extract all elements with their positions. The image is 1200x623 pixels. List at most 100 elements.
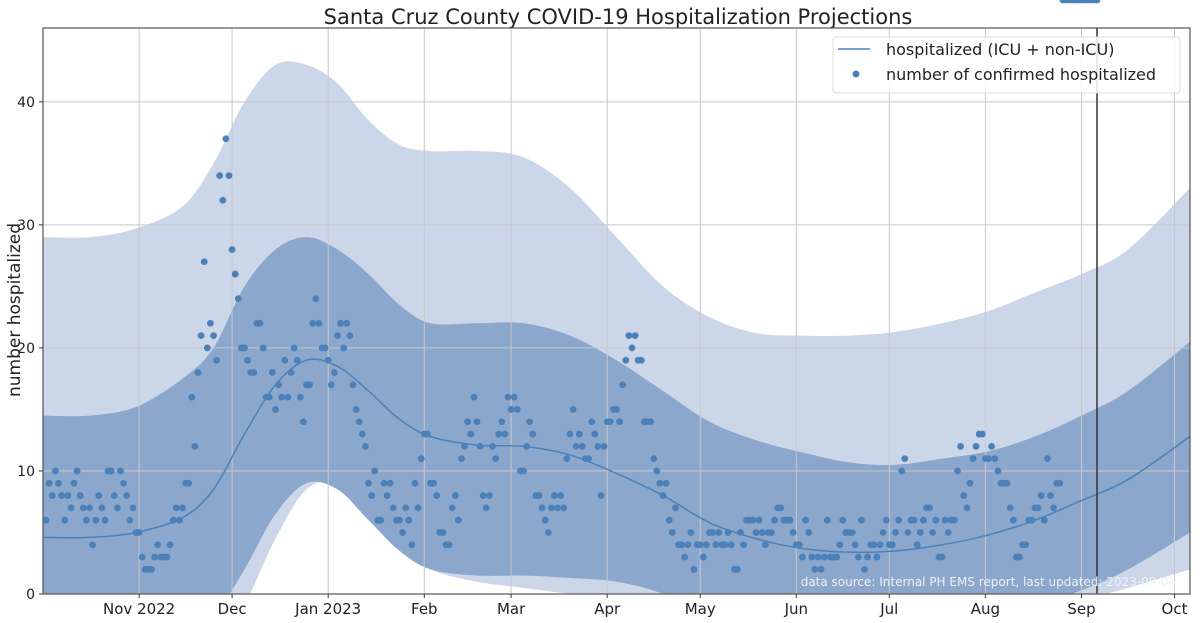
- data-point: [572, 442, 580, 450]
- data-point: [836, 541, 844, 549]
- data-point: [300, 418, 307, 426]
- data-point: [402, 504, 410, 512]
- data-point: [969, 455, 977, 463]
- data-point: [166, 541, 174, 549]
- data-point: [101, 516, 109, 524]
- data-point: [749, 516, 757, 524]
- data-point: [1040, 516, 1048, 524]
- data-point: [699, 553, 707, 561]
- y-tick-label: 40: [17, 95, 35, 111]
- data-point: [575, 430, 583, 438]
- data-point: [73, 467, 81, 475]
- data-point: [889, 541, 896, 549]
- data-point: [138, 553, 146, 561]
- data-point: [734, 565, 741, 573]
- data-point: [876, 541, 884, 549]
- data-point: [352, 406, 360, 413]
- x-tick-label: Dec: [218, 600, 247, 618]
- data-point: [389, 504, 397, 512]
- data-point: [963, 504, 971, 512]
- data-point: [1093, 0, 1101, 4]
- data-point: [898, 467, 906, 475]
- data-point: [538, 504, 546, 512]
- data-point: [724, 529, 732, 536]
- x-tick-label: Oct: [1162, 600, 1188, 618]
- data-point: [554, 504, 561, 512]
- data-point: [417, 455, 425, 463]
- y-axis-label: number hospitalized: [5, 223, 25, 397]
- data-point: [259, 344, 267, 352]
- data-point: [988, 442, 995, 450]
- data-point: [340, 344, 348, 352]
- data-point: [86, 504, 93, 512]
- data-point: [45, 479, 53, 487]
- data-point: [278, 393, 286, 401]
- data-point: [647, 418, 654, 426]
- data-point: [151, 553, 159, 561]
- data-point: [861, 565, 868, 573]
- x-tick-label: Feb: [411, 600, 438, 618]
- x-tick-label: Apr: [594, 600, 621, 618]
- data-point: [42, 516, 50, 524]
- data-point: [817, 565, 825, 573]
- data-point: [551, 492, 558, 499]
- data-point: [916, 529, 924, 536]
- data-point: [1056, 479, 1064, 487]
- data-point: [451, 492, 459, 499]
- data-point: [114, 504, 121, 512]
- data-point: [507, 406, 515, 413]
- data-point: [944, 529, 952, 536]
- data-point: [309, 319, 317, 327]
- data-point: [910, 516, 918, 524]
- data-point: [331, 369, 338, 376]
- data-point: [110, 492, 118, 499]
- data-point: [213, 356, 221, 364]
- data-point: [864, 553, 871, 561]
- data-point: [941, 516, 949, 524]
- data-point: [414, 504, 422, 512]
- data-point: [464, 418, 472, 426]
- data-point: [327, 381, 335, 389]
- data-point: [585, 455, 592, 463]
- data-point: [386, 479, 394, 487]
- data-point: [1028, 516, 1036, 524]
- data-point: [473, 418, 481, 426]
- data-point: [668, 529, 676, 536]
- data-point: [960, 492, 968, 499]
- data-point: [64, 492, 72, 499]
- data-point: [154, 541, 162, 549]
- data-point: [244, 356, 252, 364]
- chart-title: Santa Cruz County COVID-19 Hospitalizati…: [324, 5, 913, 29]
- data-point: [98, 504, 106, 512]
- data-point: [951, 516, 958, 524]
- data-point: [591, 430, 599, 438]
- data-point: [569, 406, 577, 413]
- data-point: [269, 369, 276, 376]
- data-point: [696, 541, 704, 549]
- data-point: [194, 369, 202, 376]
- data-point: [858, 516, 865, 524]
- data-point: [755, 516, 763, 524]
- data-point: [486, 492, 493, 499]
- data-point: [293, 356, 301, 364]
- data-point: [203, 344, 211, 352]
- data-point: [802, 516, 809, 524]
- data-point: [544, 529, 552, 536]
- data-point: [445, 541, 453, 549]
- data-point: [349, 381, 357, 389]
- data-point: [681, 553, 689, 561]
- data-point: [281, 356, 289, 364]
- data-point: [377, 516, 385, 524]
- data-point: [52, 467, 59, 475]
- data-point: [163, 553, 171, 561]
- data-point: [439, 529, 447, 536]
- legend-label-line: hospitalized (ICU + non-ICU): [886, 40, 1114, 59]
- data-point: [892, 529, 899, 536]
- x-tick-label: Jan 2023: [294, 600, 361, 618]
- data-point: [873, 553, 881, 561]
- data-point: [188, 393, 196, 401]
- data-point: [672, 504, 679, 512]
- data-point: [365, 479, 372, 487]
- data-point: [594, 442, 602, 450]
- data-point: [526, 418, 534, 426]
